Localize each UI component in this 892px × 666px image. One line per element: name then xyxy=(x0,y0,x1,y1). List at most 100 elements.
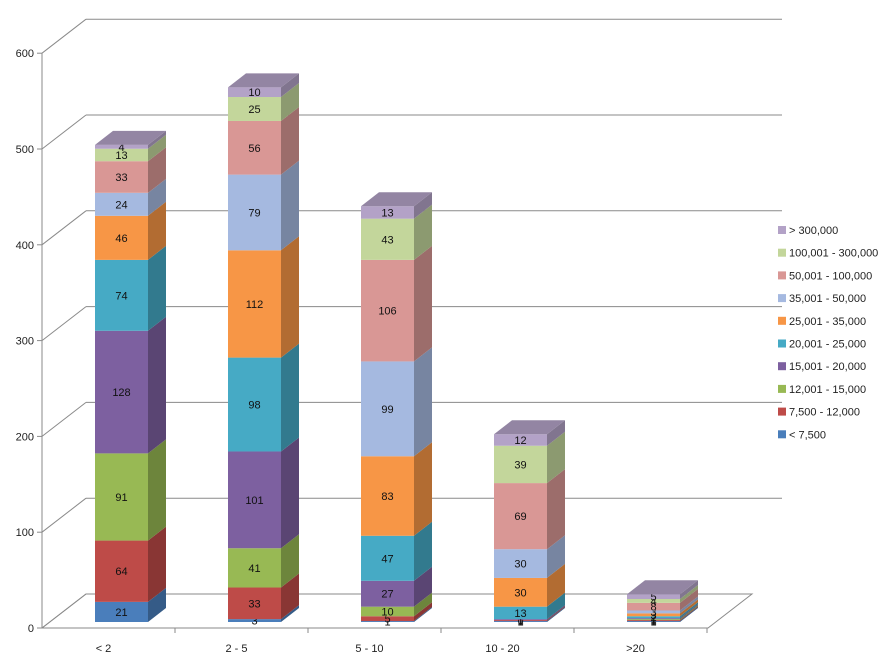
bar-segment-side xyxy=(680,606,698,622)
bar-segment-side xyxy=(414,192,432,219)
bar-segment xyxy=(627,619,680,621)
bar-segment xyxy=(361,616,414,622)
bar-segment-side xyxy=(148,316,166,454)
legend-label: 7,500 - 12,000 xyxy=(789,407,860,419)
bar-segment-side xyxy=(281,83,299,121)
bar-segment xyxy=(95,540,148,602)
bar-segment xyxy=(95,215,148,260)
legend-swatch xyxy=(778,226,786,234)
bar-segment xyxy=(494,606,547,620)
bar-segment-side xyxy=(148,130,166,149)
gridline-diagonal xyxy=(41,210,87,246)
bar-segment xyxy=(95,161,148,193)
legend-label: 50,001 - 100,000 xyxy=(789,270,872,282)
data-label: 128 xyxy=(112,387,130,399)
bar-segment xyxy=(627,599,680,603)
gridline-diagonal xyxy=(41,114,87,150)
data-label: 27 xyxy=(381,589,393,601)
data-label: 30 xyxy=(514,587,526,599)
legend-label: 12,001 - 15,000 xyxy=(789,384,866,396)
data-label: 91 xyxy=(115,492,127,504)
legend-swatch xyxy=(778,271,786,280)
bar-segment xyxy=(95,330,148,454)
legend-label: 15,001 - 20,000 xyxy=(789,361,866,373)
data-label: 79 xyxy=(248,207,260,219)
bar-segment xyxy=(228,587,281,620)
data-label: 13 xyxy=(514,608,526,620)
gridline-diagonal xyxy=(41,306,87,341)
bar-segment-side xyxy=(414,592,432,617)
data-label: 2 xyxy=(650,612,656,624)
data-label: 21 xyxy=(115,607,127,619)
bar-segment xyxy=(228,357,281,452)
data-label: 13 xyxy=(381,207,393,219)
data-label: 8 xyxy=(650,602,656,614)
bar-segment-side xyxy=(414,442,432,536)
bar-segment-side xyxy=(281,437,299,549)
data-label: 1 xyxy=(517,615,523,627)
data-label: 4 xyxy=(650,596,656,608)
bar-segment xyxy=(228,174,281,251)
bar-segment xyxy=(361,535,414,581)
bar-segment xyxy=(361,580,414,607)
bar-segment-side xyxy=(414,245,432,362)
data-label: 39 xyxy=(514,459,526,471)
bar-segment-side xyxy=(148,134,166,162)
bar-segment-side xyxy=(680,602,698,619)
bar-segment xyxy=(494,577,547,607)
bar-segment-side xyxy=(281,160,299,251)
legend-swatch xyxy=(778,430,786,439)
bar-segment xyxy=(95,453,148,541)
data-label: 1 xyxy=(650,614,656,626)
y-tick-label: 100 xyxy=(16,527,34,539)
bar-segment-side xyxy=(547,563,565,607)
bar-segment-side xyxy=(414,607,432,622)
bar-segment-side xyxy=(148,201,166,260)
bar-segment xyxy=(627,616,680,619)
bar-segment xyxy=(95,192,148,216)
data-label: 106 xyxy=(378,306,396,318)
bar-segment-side xyxy=(148,439,166,541)
bar-segment-side xyxy=(281,573,299,620)
bar-segment-side xyxy=(547,607,565,622)
data-label: 3 xyxy=(251,616,257,628)
bar-segment-side xyxy=(680,605,698,621)
bar-segment xyxy=(361,206,414,219)
bar-segment xyxy=(361,621,414,622)
legend-swatch xyxy=(778,316,786,325)
bar-segment-side xyxy=(680,588,698,611)
bar-segment-side xyxy=(281,73,299,98)
legend-swatch xyxy=(778,407,786,416)
data-label: 41 xyxy=(248,563,260,575)
bar-segment-side xyxy=(281,343,299,452)
bar-segment-side xyxy=(547,535,565,578)
bar-segment xyxy=(228,120,281,175)
bar-segment-side xyxy=(680,596,698,614)
bar-top xyxy=(228,73,299,88)
bar-segment xyxy=(228,451,281,549)
data-label: 3 xyxy=(650,610,656,622)
data-label: 10 xyxy=(248,87,260,99)
x-tick-label: 10 - 20 xyxy=(485,643,519,655)
bar-top xyxy=(627,580,698,595)
bar-segment-side xyxy=(414,347,432,457)
bar-segment xyxy=(228,548,281,588)
data-label: 56 xyxy=(248,143,260,155)
legend-swatch xyxy=(778,248,786,257)
bar-segment xyxy=(361,606,414,617)
bar-segment-side xyxy=(148,178,166,216)
data-label: 3 xyxy=(650,607,656,619)
legend-label: 35,001 - 50,000 xyxy=(789,293,866,305)
bars: 2164911287446243313433341101981127956251… xyxy=(95,73,698,629)
bar-segment-side xyxy=(680,604,698,620)
legend-label: > 300,000 xyxy=(789,225,838,237)
legend-label: 25,001 - 35,000 xyxy=(789,316,866,328)
data-label: 4 xyxy=(118,142,124,154)
data-label: 1 xyxy=(650,616,656,628)
bar-segment xyxy=(95,144,148,149)
legend-label: < 7,500 xyxy=(789,429,826,441)
x-tick-label: >20 xyxy=(626,643,645,655)
bar-segment-side xyxy=(547,420,565,446)
bar-segment xyxy=(361,456,414,536)
